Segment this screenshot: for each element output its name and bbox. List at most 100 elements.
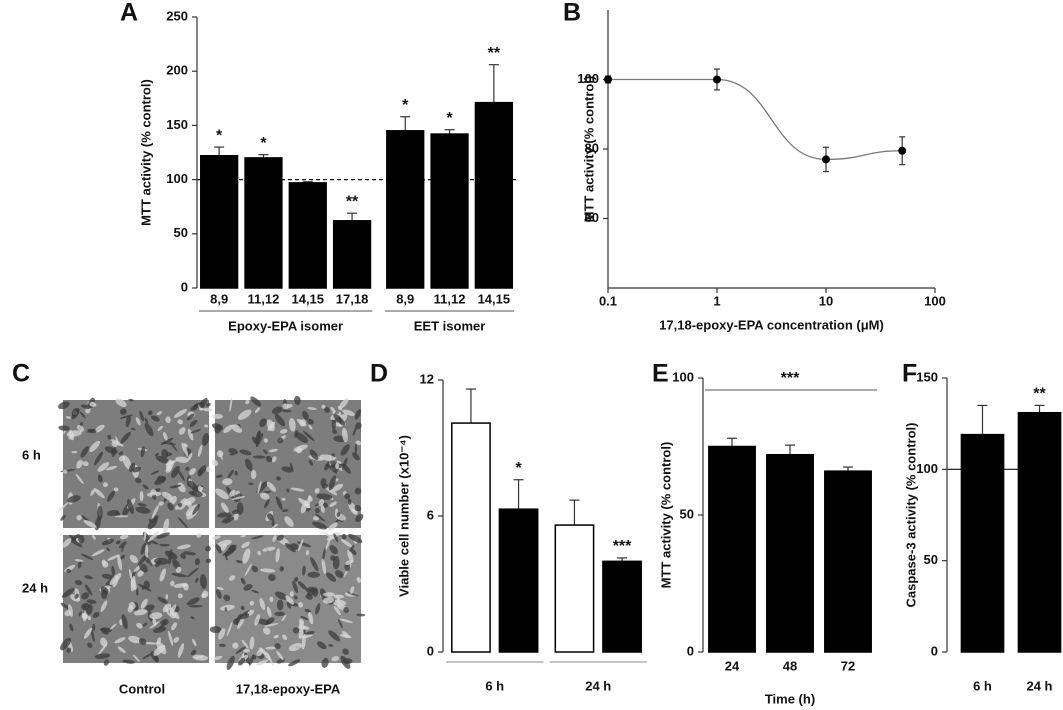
cell [264,651,271,661]
cell [62,469,68,474]
cell [78,611,82,617]
cell [211,459,219,467]
cell [239,449,252,456]
cell [218,643,226,648]
cell [177,544,191,550]
bar [602,560,642,653]
y-axis-label: Caspase-3 activity (% control) [903,423,918,608]
cell [121,614,128,630]
cell [143,580,150,589]
cell [137,503,147,507]
cell [130,578,137,591]
cell [94,451,104,466]
cell [215,488,229,500]
cell [266,481,277,492]
cell [341,427,348,443]
panel-letter: D [370,360,388,388]
cell [343,606,350,613]
cell [328,475,337,491]
cell [337,405,343,411]
cell [188,480,198,491]
cell [212,413,224,419]
cell [80,404,91,410]
cell [154,452,159,457]
cell [65,416,71,419]
cell [354,443,358,455]
cell [140,446,146,458]
cell [190,649,197,656]
cell [282,634,288,641]
cell [142,484,149,490]
cell [111,441,118,447]
cell [286,602,291,609]
cell [243,649,251,653]
cell [310,557,319,572]
cell [147,517,158,530]
cell [309,449,319,461]
cell [263,449,268,455]
cell [266,606,272,618]
cell [256,659,268,666]
bar [554,524,595,653]
cell [342,648,349,655]
cell [195,577,199,583]
cell [269,596,274,603]
point [713,75,721,84]
cell [190,429,202,434]
cell [62,538,72,548]
cell [308,459,314,466]
bar [288,182,327,289]
cell [78,534,85,544]
cell [227,469,234,479]
cell [185,504,199,517]
cell [275,476,282,481]
cell [250,396,262,407]
cell [212,535,221,540]
significance-label: *** [781,370,800,387]
cell [308,611,314,625]
cell [215,544,222,554]
significance-label: * [260,135,267,152]
cell [235,560,243,564]
cell [290,487,305,492]
cell [218,449,223,461]
cell [239,613,250,620]
cell [177,502,183,508]
cell [135,587,139,596]
cell [251,589,259,594]
cell [115,540,121,545]
cell [138,638,147,645]
cell [80,553,94,560]
cell [298,634,313,639]
cell [163,518,170,533]
cell [128,462,136,472]
cell [175,505,179,510]
cell [111,565,115,577]
cell [135,417,141,426]
x-tick-label: 72 [841,658,855,673]
cell [205,402,211,407]
cell [68,604,73,617]
cell [180,553,187,559]
cell [259,418,267,428]
cell [244,458,253,471]
cell [142,653,152,660]
cell [229,489,236,497]
cell [181,442,189,457]
cell [190,402,201,411]
cell [300,615,309,621]
cell [231,496,246,500]
cell [289,462,293,470]
column-label: Control [119,681,165,696]
cell [199,574,207,589]
cell [165,459,173,471]
cell [355,440,362,446]
cell [92,612,100,618]
cell [350,548,357,556]
x-tick-label: 8,9 [210,291,228,306]
cell [70,534,80,542]
cell [260,568,276,573]
cell [260,492,270,500]
cell [221,514,233,523]
cell [205,558,212,564]
